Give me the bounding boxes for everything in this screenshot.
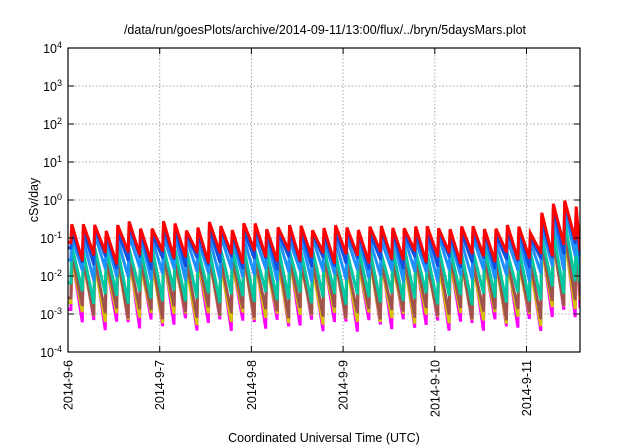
series-line-red	[68, 200, 580, 265]
y-tick-label: 10-2	[40, 268, 62, 284]
y-axis: 10-4 10-3 10-2 10-1 100 101 102 103 104	[40, 40, 580, 360]
y-tick-label: 10-1	[40, 230, 62, 246]
x-tick-label: 2014-9-9	[337, 360, 351, 410]
x-tick-label: 2014-9-8	[245, 360, 259, 410]
x-tick-label: 2014-9-7	[153, 360, 167, 410]
x-axis: 2014-9-6 2014-9-7 2014-9-8 2014-9-9 2014-9-1…	[62, 48, 534, 417]
y-axis-label: cSv/day	[27, 177, 41, 222]
x-tick-label: 2014-9-11	[520, 360, 534, 416]
chart-title: /data/run/goesPlots/archive/2014-09-11/1…	[124, 23, 527, 37]
y-tick-label: 100	[43, 192, 62, 208]
x-tick-label: 2014-9-6	[62, 360, 76, 410]
x-tick-label: 2014-9-10	[428, 360, 442, 417]
y-tick-label: 10-4	[40, 344, 62, 360]
y-tick-label: 104	[43, 40, 62, 56]
y-tick-label: 10-3	[40, 306, 62, 322]
y-tick-label: 103	[43, 78, 62, 94]
series-group	[68, 200, 580, 332]
y-tick-label: 102	[43, 116, 62, 132]
x-axis-label: Coordinated Universal Time (UTC)	[228, 431, 420, 445]
y-tick-label: 101	[43, 154, 62, 170]
